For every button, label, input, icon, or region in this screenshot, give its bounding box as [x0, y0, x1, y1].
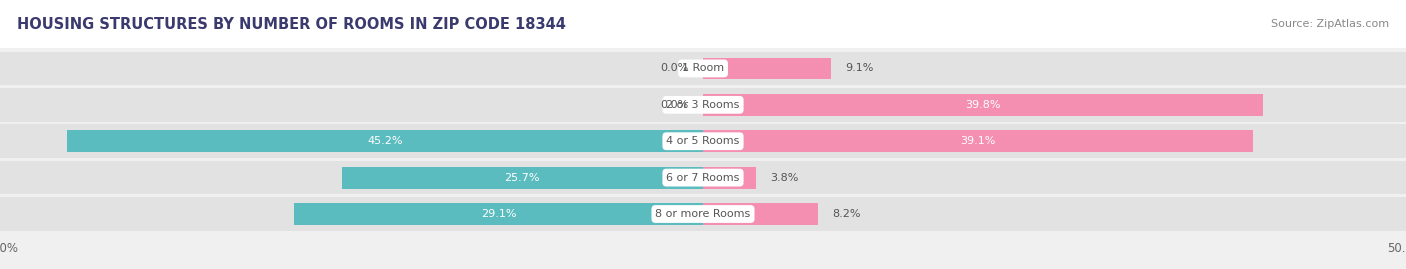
Text: 0.0%: 0.0% [661, 63, 689, 73]
Text: 45.2%: 45.2% [367, 136, 404, 146]
Text: 2 or 3 Rooms: 2 or 3 Rooms [666, 100, 740, 110]
Text: Source: ZipAtlas.com: Source: ZipAtlas.com [1271, 19, 1389, 29]
Text: HOUSING STRUCTURES BY NUMBER OF ROOMS IN ZIP CODE 18344: HOUSING STRUCTURES BY NUMBER OF ROOMS IN… [17, 17, 565, 32]
Text: 39.1%: 39.1% [960, 136, 995, 146]
Bar [703, 167, 756, 189]
Bar [703, 203, 818, 225]
Text: 39.8%: 39.8% [965, 100, 1001, 110]
Text: 1 Room: 1 Room [682, 63, 724, 73]
Bar [0, 52, 1406, 85]
Bar [0, 88, 1406, 122]
Bar [703, 94, 1263, 116]
Bar [703, 58, 831, 79]
Bar [0, 197, 1406, 231]
Text: 25.7%: 25.7% [505, 173, 540, 183]
Bar [67, 130, 703, 152]
Bar [294, 203, 703, 225]
Text: 8.2%: 8.2% [832, 209, 860, 219]
Text: 9.1%: 9.1% [845, 63, 873, 73]
Text: 29.1%: 29.1% [481, 209, 516, 219]
Bar [703, 130, 1253, 152]
Text: 8 or more Rooms: 8 or more Rooms [655, 209, 751, 219]
Text: 3.8%: 3.8% [770, 173, 799, 183]
Bar [0, 161, 1406, 194]
Text: 0.0%: 0.0% [661, 100, 689, 110]
Bar [342, 167, 703, 189]
Text: 6 or 7 Rooms: 6 or 7 Rooms [666, 173, 740, 183]
Text: 4 or 5 Rooms: 4 or 5 Rooms [666, 136, 740, 146]
Bar [0, 125, 1406, 158]
